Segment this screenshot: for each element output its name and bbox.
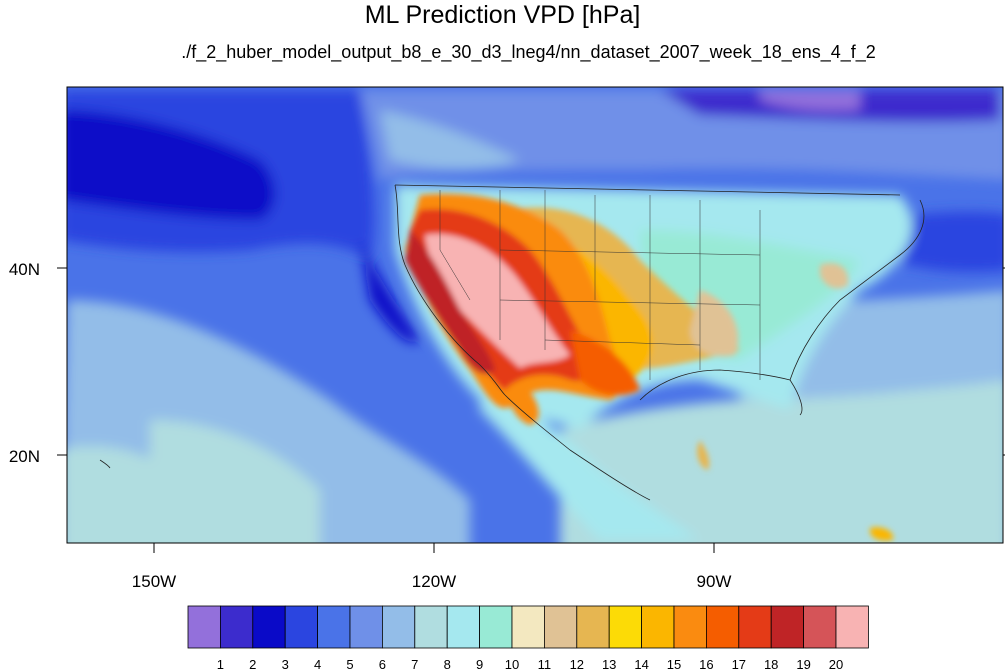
colorbar-label: 11 xyxy=(538,657,552,672)
lat-label-20n: 20N xyxy=(9,447,40,466)
colorbar-label: 9 xyxy=(476,657,483,672)
colorbar-swatch xyxy=(608,605,643,649)
colorbar-label: 1 xyxy=(217,657,224,672)
colorbar-swatches xyxy=(187,605,869,649)
colorbar-swatch xyxy=(187,605,221,649)
colorbar-label: 20 xyxy=(829,657,843,672)
colorbar-label: 7 xyxy=(411,657,418,672)
colorbar-label: 18 xyxy=(764,657,778,672)
map-title: ML Prediction VPD [hPa] xyxy=(364,1,641,29)
colorbar-label: 19 xyxy=(796,657,810,672)
lon-labels: 150W 120W 90W xyxy=(132,572,732,591)
lon-label-120w: 120W xyxy=(412,572,456,591)
colorbar-swatch xyxy=(803,605,837,649)
colorbar-label: 12 xyxy=(570,657,584,672)
lat-label-40n: 40N xyxy=(9,260,40,279)
lon-label-150w: 150W xyxy=(132,572,176,591)
colorbar-swatch xyxy=(511,605,545,649)
colorbar-swatch xyxy=(414,605,448,649)
colorbar-label: 6 xyxy=(379,657,386,672)
colorbar-labels: 1 2 3 4 5 6 7 8 9 10 11 12 13 14 15 16 17 18 19 20 xyxy=(217,657,843,672)
colorbar-label: 2 xyxy=(249,657,256,672)
colorbar-label: 10 xyxy=(505,657,519,672)
coastline xyxy=(99,184,925,501)
colorbar-label: 5 xyxy=(346,657,353,672)
colorbar-swatch xyxy=(252,605,286,649)
map-subtitle: ./f_2_huber_model_output_b8_e_30_d3_lneg… xyxy=(181,42,876,62)
colorbar-label: 8 xyxy=(444,657,451,672)
colorbar-label: 3 xyxy=(282,657,289,672)
colorbar-label: 14 xyxy=(634,657,648,672)
state-borders xyxy=(439,190,761,380)
colorbar-swatch xyxy=(576,605,610,649)
vpd-field xyxy=(67,87,1003,543)
lat-labels: 40N 20N xyxy=(9,260,40,466)
colorbar-swatch xyxy=(219,605,254,649)
colorbar-swatch xyxy=(381,605,416,649)
colorbar-swatch xyxy=(446,605,481,649)
colorbar-label: 15 xyxy=(667,657,681,672)
colorbar-swatch xyxy=(479,605,513,649)
colorbar-label: 13 xyxy=(602,657,616,672)
colorbar-label: 17 xyxy=(732,657,746,672)
colorbar-swatch xyxy=(673,605,707,649)
colorbar-swatch xyxy=(284,605,319,649)
colorbar-swatch xyxy=(317,605,351,649)
axis-ticks xyxy=(57,267,1005,553)
colorbar-swatch xyxy=(835,605,869,649)
lon-label-90w: 90W xyxy=(697,572,732,591)
colorbar-swatch xyxy=(544,605,578,649)
colorbar-swatch xyxy=(770,605,805,649)
colorbar: 1 2 3 4 5 6 7 8 9 10 11 12 13 14 15 16 17 18 19 20 xyxy=(187,605,869,672)
colorbar-swatch xyxy=(349,605,383,649)
colorbar-swatch xyxy=(738,605,772,649)
colorbar-label: 16 xyxy=(699,657,713,672)
colorbar-swatch xyxy=(641,605,675,649)
colorbar-label: 4 xyxy=(314,657,321,672)
colorbar-swatch xyxy=(706,605,740,649)
plot-frame xyxy=(66,86,1004,544)
